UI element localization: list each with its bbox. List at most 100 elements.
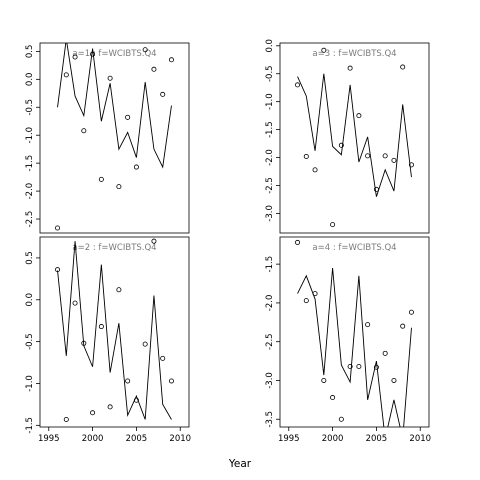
data-point xyxy=(391,157,397,163)
data-point xyxy=(400,64,406,70)
data-point xyxy=(116,287,122,293)
data-point xyxy=(168,57,174,63)
data-point xyxy=(312,291,318,297)
data-point xyxy=(295,82,301,88)
data-point xyxy=(133,397,139,403)
y-tick-label: -0.5 xyxy=(25,333,35,350)
y-tick-label: 0.5 xyxy=(25,251,35,265)
plot-area xyxy=(295,239,414,427)
y-tick-label: 0.5 xyxy=(25,45,35,59)
y-tick-label: -2.0 xyxy=(265,149,275,166)
y-tick-label: -3.0 xyxy=(265,372,275,389)
y-tick-label: -1.5 xyxy=(25,155,35,172)
y-tick-label: -0.5 xyxy=(25,99,35,116)
data-point xyxy=(330,222,336,228)
panel-title: a=3 : f=WCIBTS.Q4 xyxy=(312,49,396,59)
data-point xyxy=(55,225,61,231)
data-point xyxy=(400,323,406,329)
data-point xyxy=(373,364,379,370)
x-tick-label: 2000 xyxy=(322,434,344,444)
data-point xyxy=(356,364,362,370)
data-point xyxy=(151,238,157,244)
x-axis-label: Year xyxy=(228,458,252,470)
panel-4: a=4 : f=WCIBTS.Q4 -1.5 -2.0 -2.5 -3.0 -3.5199… xyxy=(265,236,431,444)
panel-3: a=3 : f=WCIBTS.Q4 0.0 -0.5 -1.0 -1.5 -2.0 -2.5… xyxy=(265,39,430,234)
y-tick-label: -1.0 xyxy=(25,127,35,144)
data-point xyxy=(55,267,61,273)
data-point xyxy=(142,47,148,53)
data-point xyxy=(365,322,371,328)
x-tick-label: 2010 xyxy=(169,434,191,444)
x-tick-label: 1995 xyxy=(38,434,60,444)
y-tick-label: -1.5 xyxy=(265,121,275,138)
data-point xyxy=(160,355,166,361)
data-point xyxy=(125,114,131,120)
y-tick-label: 0.0 xyxy=(25,293,35,307)
data-point xyxy=(72,54,78,60)
x-tick-label: 1995 xyxy=(278,434,300,444)
data-point xyxy=(408,162,414,168)
data-point xyxy=(373,186,379,192)
panel-1: a=1 : f=WCIBTS.Q4 0.5 0.0 -0.5 -1.0 -1.5 -2.0 -… xyxy=(25,42,190,234)
data-point xyxy=(347,364,353,370)
data-point xyxy=(160,91,166,97)
x-tick-label: 2000 xyxy=(82,434,104,444)
data-point xyxy=(81,128,87,134)
x-tick-label: 2005 xyxy=(366,434,388,444)
panel-frame xyxy=(39,236,190,428)
data-point xyxy=(347,65,353,71)
data-point xyxy=(330,395,336,401)
data-point xyxy=(98,324,104,330)
data-point xyxy=(63,72,69,78)
y-tick-label: 0.0 xyxy=(25,73,35,87)
y-tick-label: -1.5 xyxy=(265,256,275,273)
series-line xyxy=(57,43,172,169)
y-tick-label: -1.0 xyxy=(25,375,35,392)
data-point xyxy=(382,350,388,356)
data-point xyxy=(365,153,371,159)
y-tick-label: -3.0 xyxy=(265,205,275,222)
y-tick-label: -2.5 xyxy=(25,211,35,228)
data-point xyxy=(90,410,96,416)
panel-frame xyxy=(279,236,430,428)
data-point xyxy=(72,300,78,306)
data-point xyxy=(321,377,327,383)
data-point xyxy=(107,75,113,81)
y-tick-label: -2.5 xyxy=(265,333,275,350)
data-point xyxy=(116,184,122,190)
y-tick-label: 0.0 xyxy=(265,39,275,53)
y-tick-label: -2.0 xyxy=(25,183,35,200)
data-point xyxy=(168,378,174,384)
plot-area xyxy=(55,43,174,231)
y-tick-label: -3.5 xyxy=(265,411,275,428)
data-point xyxy=(98,176,104,182)
data-point xyxy=(321,47,327,53)
data-point xyxy=(391,377,397,383)
panel-title: a=2 : f=WCIBTS.Q4 xyxy=(72,243,156,253)
x-tick-label: 2005 xyxy=(126,434,148,444)
data-point xyxy=(81,340,87,346)
panels: a=1 : f=WCIBTS.Q4 0.5 0.0 -0.5 -1.0 -1.5 -2.0 -… xyxy=(25,39,431,444)
y-tick-label: -1.0 xyxy=(265,93,275,110)
data-point xyxy=(142,341,148,347)
y-tick-label: -1.5 xyxy=(25,417,35,434)
data-point xyxy=(382,153,388,159)
data-point xyxy=(107,404,113,410)
data-point xyxy=(303,153,309,159)
y-tick-label: -0.5 xyxy=(265,65,275,82)
data-point xyxy=(151,66,157,72)
data-point xyxy=(125,378,131,384)
data-point xyxy=(338,142,344,148)
data-point xyxy=(303,298,309,304)
panel-title: a=1 : f=WCIBTS.Q4 xyxy=(72,49,156,59)
data-point xyxy=(133,164,139,170)
series-line xyxy=(297,73,412,197)
data-point xyxy=(338,416,344,422)
data-point xyxy=(356,113,362,119)
panel-frame xyxy=(279,42,430,234)
data-point xyxy=(295,239,301,245)
series-line xyxy=(297,267,412,427)
x-tick-label: 2010 xyxy=(409,434,431,444)
